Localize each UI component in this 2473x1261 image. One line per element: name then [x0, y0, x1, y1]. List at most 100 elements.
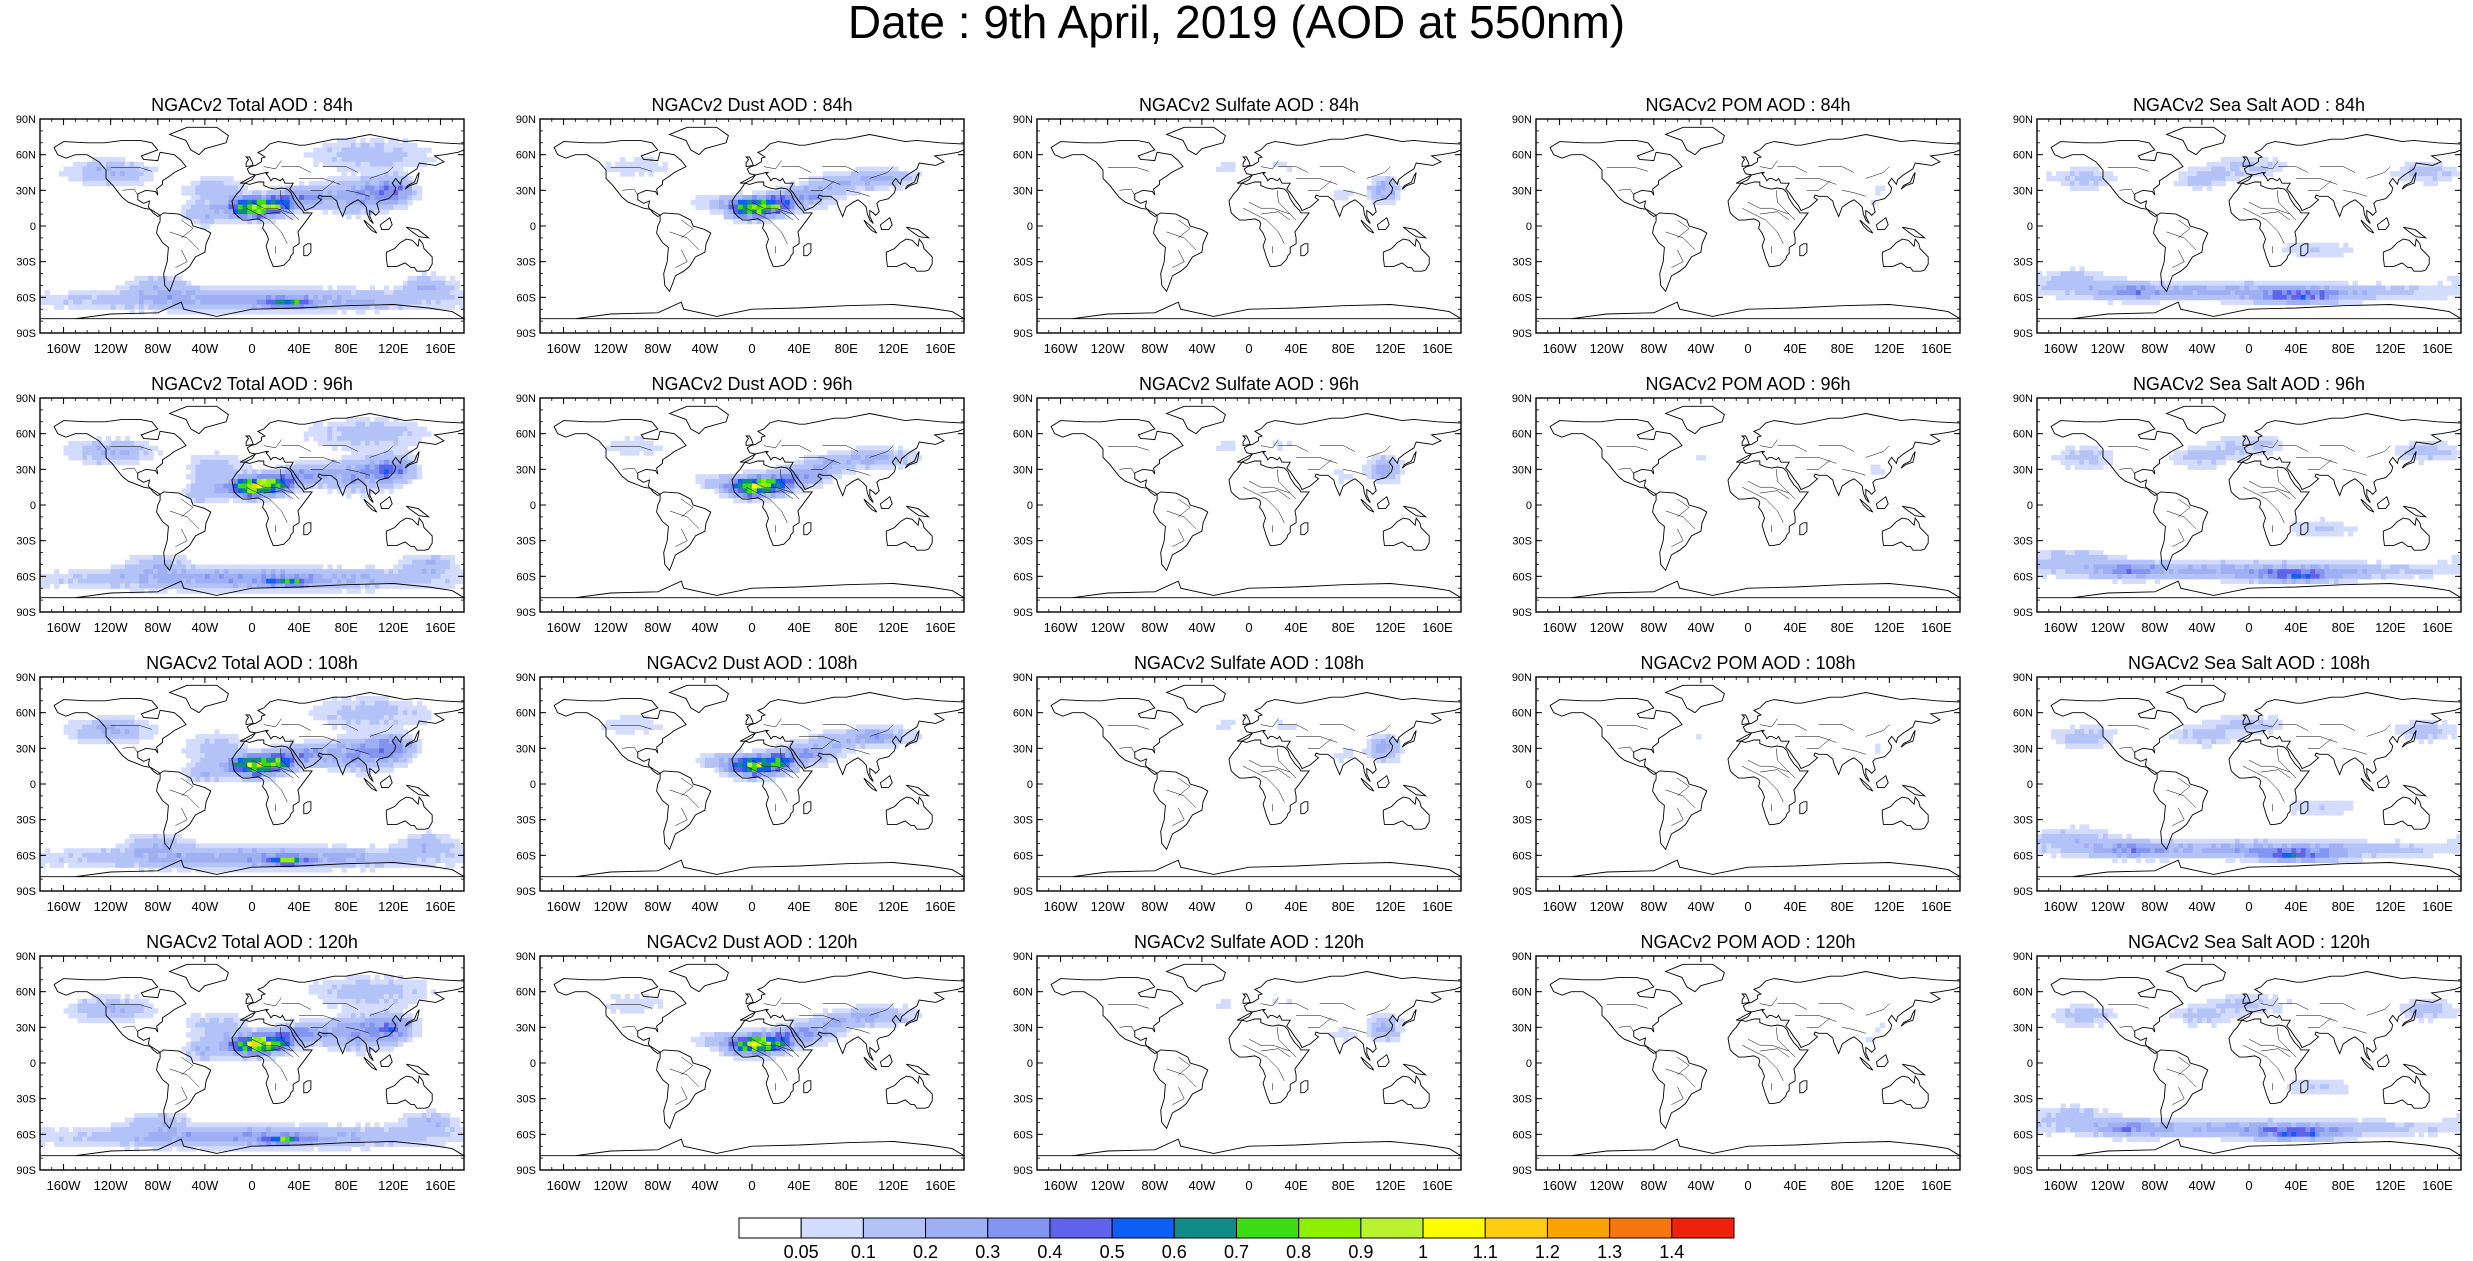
lon-tick-label: 80E	[2332, 899, 2355, 914]
aod-field	[40, 696, 465, 873]
lon-tick-label: 160W	[1543, 341, 1578, 356]
lat-tick-label: 90S	[516, 886, 536, 898]
lat-tick-label: 0	[1027, 1058, 1033, 1070]
aod-field	[40, 975, 465, 1152]
lat-tick-label: 90N	[1512, 393, 1532, 405]
lat-tick-label: 30N	[16, 1022, 36, 1034]
lat-tick-label: 60S	[516, 571, 536, 583]
lon-tick-label: 80W	[1640, 620, 1667, 635]
lat-tick-label: 60S	[1013, 292, 1033, 304]
lat-tick-label: 90S	[1013, 886, 1033, 898]
lat-tick-label: 60S	[1512, 1129, 1532, 1141]
panel-title: NGACv2 POM AOD : 96h	[1645, 374, 1850, 394]
lat-tick-label: 30S	[1013, 257, 1033, 269]
lon-tick-label: 120E	[2375, 899, 2406, 914]
lat-tick-label: 90N	[2013, 672, 2033, 684]
lat-tick-label: 90S	[516, 328, 536, 340]
coastlines	[1037, 963, 1463, 1157]
lon-axis: 160W 120W 80W 40W 0 40E 80E 120E 160E	[1044, 677, 1453, 914]
lat-tick-label: 90S	[1013, 607, 1033, 619]
panel-title: NGACv2 Total AOD : 96h	[151, 374, 353, 394]
map-panel: NGACv2 Dust AOD : 96h 90N 60N 30N 0 30S 60S 90S…	[516, 374, 966, 635]
lat-tick-label: 30S	[516, 815, 536, 827]
lon-tick-label: 0	[248, 1178, 255, 1193]
lon-tick-label: 40E	[288, 341, 311, 356]
lon-tick-label: 40E	[788, 620, 811, 635]
aod-field	[1870, 185, 1886, 206]
lon-tick-label: 160W	[547, 341, 582, 356]
lon-tick-label: 160E	[1422, 620, 1453, 635]
lat-axis: 90N 60N 30N 0 30S 60S 90S	[16, 393, 464, 619]
map-frame	[1036, 955, 1462, 1171]
lon-tick-label: 80E	[2332, 620, 2355, 635]
lon-tick-label: 80W	[644, 1178, 671, 1193]
map-panel: NGACv2 Dust AOD : 84h 90N 60N 30N 0 30S 60S 90S…	[516, 95, 966, 356]
lat-tick-label: 0	[30, 1058, 36, 1070]
lon-tick-label: 80W	[644, 899, 671, 914]
lon-tick-label: 40W	[192, 620, 219, 635]
lon-tick-label: 80E	[1332, 620, 1355, 635]
panel-title: NGACv2 Sea Salt AOD : 120h	[2128, 932, 2370, 952]
lat-tick-label: 90N	[2013, 951, 2033, 963]
map-frame	[539, 397, 965, 613]
coastlines	[40, 405, 466, 599]
lat-tick-label: 30S	[16, 536, 36, 548]
aod-field	[2037, 157, 2462, 306]
lat-tick-label: 90N	[1512, 951, 1532, 963]
lon-tick-label: 80E	[335, 899, 358, 914]
lon-tick-label: 80E	[1332, 1178, 1355, 1193]
lat-axis: 90N 60N 30N 0 30S 60S 90S	[16, 672, 464, 898]
lat-tick-label: 60N	[1013, 987, 1033, 999]
lat-axis: 90N 60N 30N 0 30S 60S 90S	[16, 951, 464, 1177]
lon-tick-label: 160W	[2044, 620, 2079, 635]
lon-axis: 160W 120W 80W 40W 0 40E 80E 120E 160E	[547, 956, 956, 1193]
lon-tick-label: 160E	[925, 341, 956, 356]
lon-tick-label: 160W	[2044, 899, 2079, 914]
lon-tick-label: 80E	[1831, 1178, 1854, 1193]
lon-tick-label: 120E	[378, 899, 409, 914]
lon-tick-label: 40E	[1285, 341, 1308, 356]
lat-tick-label: 30N	[1013, 743, 1033, 755]
lon-axis: 160W 120W 80W 40W 0 40E 80E 120E 160E	[547, 119, 956, 356]
lon-tick-label: 0	[248, 899, 255, 914]
aod-field	[2037, 715, 2462, 864]
lat-tick-label: 0	[530, 500, 536, 512]
lon-tick-label: 120E	[1375, 620, 1406, 635]
lon-tick-label: 40E	[1285, 620, 1308, 635]
lon-tick-label: 160E	[2422, 899, 2453, 914]
lat-tick-label: 90N	[1512, 114, 1532, 126]
lat-tick-label: 60S	[2013, 1129, 2033, 1141]
lon-tick-label: 120W	[1091, 620, 1126, 635]
lon-axis: 160W 120W 80W 40W 0 40E 80E 120E 160E	[2044, 119, 2453, 356]
lon-tick-label: 40W	[692, 620, 719, 635]
lat-tick-label: 0	[30, 500, 36, 512]
lon-tick-label: 160W	[547, 1178, 582, 1193]
map-frame	[1036, 397, 1462, 613]
lon-tick-label: 0	[1744, 341, 1751, 356]
lon-axis: 160W 120W 80W 40W 0 40E 80E 120E 160E	[2044, 677, 2453, 914]
lon-tick-label: 40W	[1189, 899, 1216, 914]
lat-tick-label: 0	[1027, 221, 1033, 233]
lon-tick-label: 0	[1245, 1178, 1252, 1193]
lat-tick-label: 30S	[516, 1094, 536, 1106]
lat-tick-label: 90N	[1013, 672, 1033, 684]
lon-tick-label: 40W	[1688, 620, 1715, 635]
lat-tick-label: 60N	[16, 150, 36, 162]
lat-tick-label: 60N	[2013, 150, 2033, 162]
coastlines	[1536, 405, 1962, 599]
lon-tick-label: 40E	[1784, 1178, 1807, 1193]
map-frame	[1036, 118, 1462, 334]
map-frame	[539, 118, 965, 334]
lon-tick-label: 0	[748, 620, 755, 635]
coastlines	[2037, 405, 2463, 599]
lon-tick-label: 120W	[1590, 620, 1625, 635]
aod-field	[1696, 734, 1881, 754]
lat-tick-label: 90N	[516, 393, 536, 405]
lon-tick-label: 120E	[1874, 620, 1905, 635]
lon-tick-label: 40E	[1285, 1178, 1308, 1193]
lat-tick-label: 60N	[16, 987, 36, 999]
lon-tick-label: 160E	[1422, 341, 1453, 356]
panel-title: NGACv2 Dust AOD : 84h	[651, 95, 852, 115]
map-panel: NGACv2 Sea Salt AOD : 120h 90N 60N 30N 0 30S 6…	[2013, 932, 2463, 1193]
